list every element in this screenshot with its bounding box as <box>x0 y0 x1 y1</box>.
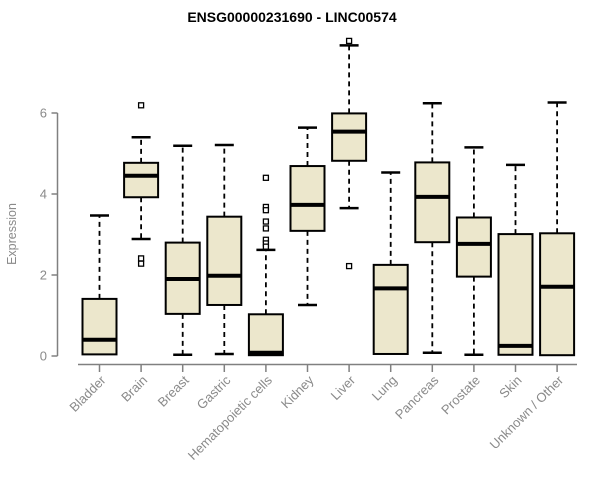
y-tick-label: 4 <box>40 187 47 202</box>
iqr-box <box>289 165 326 232</box>
y-tick-label: 2 <box>40 268 47 283</box>
y-axis-title: Expression <box>5 203 19 265</box>
box-group-skin <box>497 163 534 356</box>
iqr-box <box>539 232 576 357</box>
x-tick-label: Breast <box>155 372 192 409</box>
outlier-point <box>345 262 353 270</box>
iqr-box <box>123 161 160 199</box>
outlier-point <box>137 255 145 262</box>
x-tick-label: Pancreas <box>392 372 442 422</box>
x-tick-label: Bladder <box>66 372 109 415</box>
x-tick-label: Gastric <box>194 372 234 412</box>
chart-title: ENSG00000231690 - LINC00574 <box>187 9 397 25</box>
x-tick-label: Skin <box>496 373 524 401</box>
box-group-lung <box>372 171 409 355</box>
iqr-box <box>81 297 118 356</box>
iqr-box <box>497 233 534 356</box>
box-group-prostate <box>455 146 492 357</box>
iqr-box <box>206 215 243 306</box>
y-tick-label: 6 <box>40 106 47 121</box>
iqr-box <box>372 263 409 355</box>
x-tick-label: Unknown / Other <box>487 372 567 452</box>
box-group-kidney <box>289 126 326 307</box>
box-group-bladder <box>81 214 118 356</box>
box-group-pancreas <box>414 102 451 355</box>
iqr-box <box>247 313 284 357</box>
box-group-breast <box>164 144 201 357</box>
outlier-point <box>262 174 270 181</box>
box-group-brain <box>123 102 160 267</box>
x-tick-label: Kidney <box>278 372 317 411</box>
outlier-point <box>345 37 353 45</box>
iqr-box <box>455 216 492 278</box>
x-tick-label: Lung <box>369 373 400 404</box>
outlier-point <box>262 243 270 250</box>
x-tick-label: Liver <box>328 372 359 403</box>
box-group-unknown-other <box>539 101 576 357</box>
iqr-box <box>331 112 368 162</box>
box-group-liver <box>331 37 368 270</box>
box-group-gastric <box>206 143 243 356</box>
outlier-point <box>262 218 270 225</box>
outlier-point <box>262 207 270 214</box>
box-layer <box>81 37 576 357</box>
y-tick-label: 0 <box>40 349 47 364</box>
box-group-hematopoietic-cells <box>247 174 284 357</box>
iqr-box <box>414 161 451 244</box>
x-tick-label: Prostate <box>438 373 483 418</box>
outlier-point <box>137 260 145 267</box>
x-tick-label: Brain <box>118 373 150 405</box>
outlier-point <box>137 102 145 109</box>
outlier-point <box>262 225 270 232</box>
